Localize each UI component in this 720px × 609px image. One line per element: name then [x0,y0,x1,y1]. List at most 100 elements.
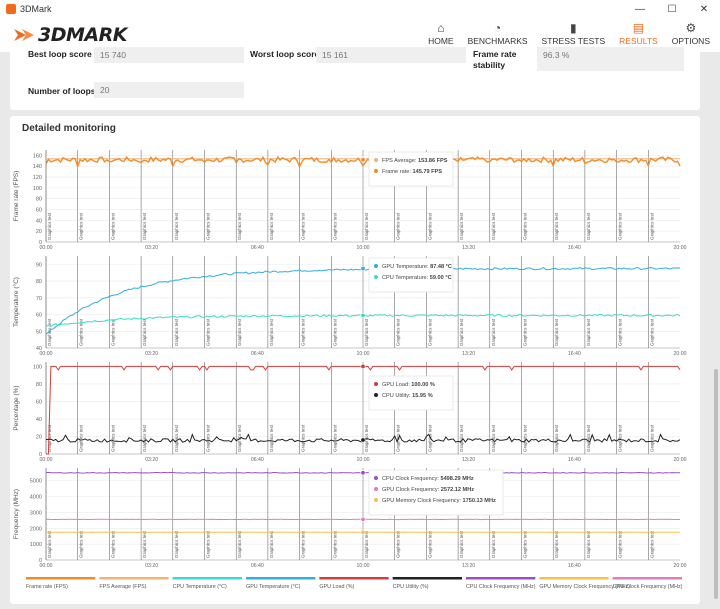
legend-label[interactable]: Frame rate (FPS) [26,584,68,590]
tooltip-box [368,257,454,293]
y-tick-label: 100 [33,364,42,370]
x-tick-label: 03:20 [145,457,158,463]
legend-swatch [246,577,316,580]
legend-label[interactable]: FPS Average (FPS) [99,584,146,590]
y-tick-label: 20 [36,434,42,440]
segment-label: Graphics test [649,318,654,346]
y-tick-label: 0 [39,240,42,246]
bar-chart-icon: ▮ [570,21,577,35]
legend-label[interactable]: GPU Memory Clock Frequency (MHz) [539,584,630,590]
x-tick-label: 20:00 [674,245,687,251]
x-tick-label: 03:20 [145,351,158,357]
segment-label: Graphics test [554,212,559,240]
tooltip-marker [374,275,378,279]
y-axis-label: Percentage (%) [13,385,20,430]
nav-stress-tests[interactable]: ▮ STRESS TESTS [542,20,606,46]
y-tick-label: 60 [36,208,42,214]
legend-label[interactable]: CPU Utility (%) [393,584,429,590]
logo-text: 3DMARK [38,24,127,46]
segment-label: Graphics test [142,318,147,346]
tooltip-marker [374,487,378,491]
segment-label: Graphics test [237,530,242,558]
segment-label: Graphics test [649,212,654,240]
x-tick-label: 10:00 [357,563,370,569]
segment-label: Graphics test [79,530,84,558]
hover-point [360,157,366,163]
x-tick-label: 03:20 [145,245,158,251]
panel-fps: Frame rate (FPS) 0 20 40 60 80 100 120 140 160 Gra… [13,150,687,251]
segment-label: Graphics test [523,424,528,452]
legend-swatch [392,577,462,580]
segment-label: Graphics test [427,212,432,240]
legend-swatch [319,577,389,580]
x-tick-label: 06:40 [251,245,264,251]
best-loop-value: 15 740 [94,47,244,63]
hover-point [360,516,366,522]
x-tick-label: 06:40 [251,457,264,463]
y-tick-label: 60 [36,313,42,319]
segment-label: Graphics test [206,318,211,346]
segment-label: Graphics test [586,212,591,240]
y-tick-label: 80 [36,197,42,203]
legend-label[interactable]: GPU Clock Frequency (MHz) [613,584,683,590]
hover-point [360,437,366,443]
segment-label: Graphics test [47,530,52,558]
app-icon [6,4,16,14]
tooltip-marker [374,382,378,386]
x-tick-label: 20:00 [674,351,687,357]
nav-results-label: RESULTS [619,36,658,46]
loops-label: Number of loops [28,86,96,96]
segment-label: Graphics test [491,530,496,558]
y-axis-label: Frame rate (FPS) [13,171,20,222]
segment-label: Graphics test [396,530,401,558]
tooltip-box [368,151,454,187]
x-tick-label: 10:00 [357,245,370,251]
y-tick-label: 1000 [30,542,42,548]
y-tick-label: 3000 [30,510,42,516]
segment-label: Graphics test [237,318,242,346]
nav-results[interactable]: ▤ RESULTS [619,20,658,46]
x-tick-label: 16:40 [568,351,581,357]
scrollbar-thumb[interactable] [714,369,718,599]
x-tick-label: 00:00 [40,457,53,463]
nav-options[interactable]: ⚙ OPTIONS [672,20,710,46]
legend-swatch [26,577,96,580]
tooltip-entry: GPU Clock Frequency: 2572.12 MHz [382,487,474,493]
segment-label: Graphics test [396,318,401,346]
segment-label: Graphics test [364,212,369,240]
segment-label: Graphics test [618,318,623,346]
legend-label[interactable]: CPU Temperature (°C) [173,584,227,590]
monitoring-charts: Frame rate (FPS) 0 20 40 60 80 100 120 140 160 Gra… [12,150,687,569]
segment-label: Graphics test [491,318,496,346]
loops-value: 20 [94,82,244,98]
scrollbar[interactable] [713,54,718,604]
segment-label: Graphics test [427,318,432,346]
segment-label: Graphics test [174,318,179,346]
segment-label: Graphics test [364,530,369,558]
close-button[interactable]: ✕ [699,3,709,15]
legend-label[interactable]: GPU Load (%) [319,584,354,590]
x-tick-label: 00:00 [40,563,53,569]
segment-label: Graphics test [269,424,274,452]
logo[interactable]: 3DMARK [12,24,127,46]
segment-label: Graphics test [79,212,84,240]
nav-home[interactable]: ⌂ HOME [428,20,454,46]
legend-swatch [539,577,609,580]
y-tick-label: 160 [33,153,42,159]
nav-benchmarks[interactable]: ◔ BENCHMARKS [468,20,528,46]
title-bar: 3DMark — ☐ ✕ [0,0,720,18]
x-tick-label: 06:40 [251,563,264,569]
tooltip-marker [374,264,378,268]
maximize-button[interactable]: ☐ [667,3,677,15]
y-tick-label: 80 [36,279,42,285]
segment-label: Graphics test [110,530,115,558]
worst-loop-label: Worst loop score [250,49,320,59]
hover-point [360,312,366,318]
segment-label: Graphics test [110,212,115,240]
segment-label: Graphics test [586,530,591,558]
minimize-button[interactable]: — [635,3,645,15]
legend-label[interactable]: CPU Clock Frequency (MHz) [466,584,536,590]
y-tick-label: 90 [36,262,42,268]
segment-label: Graphics test [459,212,464,240]
legend-label[interactable]: GPU Temperature (°C) [246,584,301,590]
